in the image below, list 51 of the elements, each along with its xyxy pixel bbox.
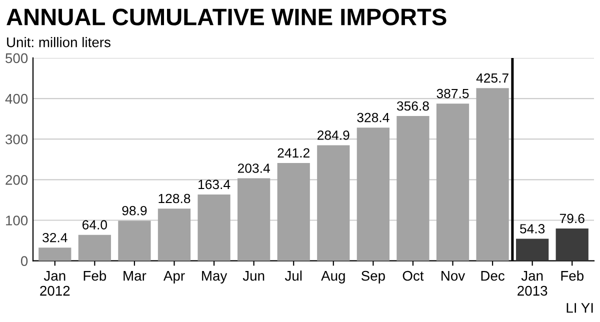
x-tick-label: Jan 2013 — [518, 271, 548, 296]
bar — [356, 128, 390, 261]
bar — [556, 228, 588, 261]
bar — [396, 116, 430, 261]
y-tick-label: 300 — [6, 134, 28, 144]
data-label: 387.5 — [436, 88, 469, 98]
data-label: 284.9 — [318, 130, 350, 140]
bar — [238, 178, 270, 261]
chart-subtitle: Unit: million liters — [7, 37, 110, 48]
y-tick-label: 500 — [6, 53, 28, 64]
bar — [476, 88, 509, 261]
bar — [317, 145, 350, 261]
data-label: 54.3 — [520, 224, 545, 234]
x-tick-label: Jan 2012 — [40, 271, 70, 296]
data-label: 203.4 — [238, 164, 270, 173]
y-tick-label: 100 — [6, 216, 28, 226]
x-tick-label: Jun — [242, 271, 264, 281]
data-label: 425.7 — [476, 73, 508, 83]
bar — [277, 162, 310, 261]
bar — [436, 104, 470, 261]
data-label: 356.8 — [396, 101, 429, 111]
data-label: 128.8 — [158, 194, 190, 204]
bar — [198, 194, 230, 261]
x-tick-label: May — [202, 271, 228, 284]
bar — [78, 234, 111, 261]
chart-title: ANNUAL CUMULATIVE WINE IMPORTS — [6, 8, 446, 26]
y-tick-label: 200 — [6, 175, 28, 185]
x-tick-label: Aug — [321, 271, 345, 284]
x-tick-label: Feb — [561, 270, 584, 281]
data-label: 64.0 — [82, 220, 107, 230]
data-label: 163.4 — [198, 180, 230, 190]
data-label: 328.4 — [357, 112, 390, 122]
x-tick-label: Dec — [481, 271, 505, 281]
y-tick-label: 400 — [5, 94, 28, 104]
text: LI YI — [566, 303, 593, 313]
data-label: 241.2 — [278, 148, 310, 158]
bar — [118, 220, 151, 261]
bar — [516, 238, 549, 261]
bar — [158, 208, 191, 261]
x-tick-label: Nov — [442, 271, 466, 281]
data-label: 32.4 — [42, 232, 68, 242]
y-tick-label: 0 — [20, 256, 28, 266]
x-tick-label: Mar — [124, 271, 146, 281]
x-tick-label: Sep — [361, 270, 385, 284]
x-tick-label: Oct — [402, 270, 424, 281]
x-tick-label: Apr — [163, 271, 185, 284]
x-tick-label: Jul — [284, 270, 302, 281]
data-label: 98.9 — [122, 206, 147, 216]
x-tick-label: Feb — [84, 270, 106, 281]
data-label: 79.6 — [560, 214, 584, 224]
bar — [38, 248, 72, 261]
